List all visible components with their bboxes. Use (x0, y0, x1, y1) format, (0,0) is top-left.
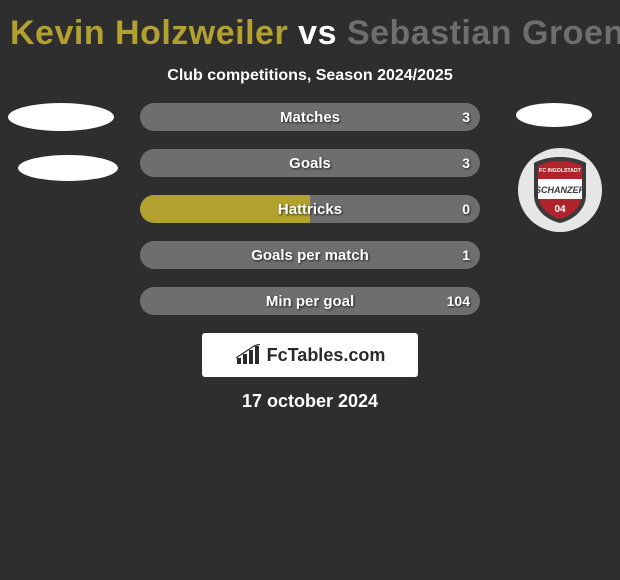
stat-row: Goals3 (140, 149, 480, 177)
logo-text: FcTables.com (267, 345, 386, 366)
player2-placeholder-oval (516, 103, 592, 127)
player2-name: Sebastian Groenning (347, 14, 620, 52)
svg-text:FC INGOLSTADT: FC INGOLSTADT (539, 168, 582, 174)
date-text: 17 october 2024 (0, 391, 620, 412)
stats-container: FC INGOLSTADT SCHANZER 04 Matches3Goals3… (0, 103, 620, 315)
stat-label: Min per goal (140, 287, 480, 315)
stat-value-right: 1 (462, 241, 470, 269)
stat-value-right: 0 (462, 195, 470, 223)
player1-placeholder-oval-1 (8, 103, 114, 131)
stat-row: Matches3 (140, 103, 480, 131)
player1-name: Kevin Holzweiler (10, 14, 288, 52)
fctables-logo: FcTables.com (202, 333, 418, 377)
stat-row: Goals per match1 (140, 241, 480, 269)
stat-label: Matches (140, 103, 480, 131)
stat-value-right: 3 (462, 103, 470, 131)
comparison-title: Kevin Holzweiler vs Sebastian Groenning (0, 0, 620, 55)
stat-label: Goals per match (140, 241, 480, 269)
stat-label: Goals (140, 149, 480, 177)
player1-placeholder-oval-2 (18, 155, 118, 181)
svg-text:04: 04 (554, 204, 566, 215)
svg-text:SCHANZER: SCHANZER (535, 185, 586, 195)
bar-chart-icon (235, 344, 261, 366)
club-shield-icon: FC INGOLSTADT SCHANZER 04 (529, 155, 591, 225)
stat-row: Min per goal104 (140, 287, 480, 315)
subtitle: Club competitions, Season 2024/2025 (0, 67, 620, 85)
stat-row: Hattricks0 (140, 195, 480, 223)
player2-club-badge: FC INGOLSTADT SCHANZER 04 (518, 148, 602, 232)
stat-label: Hattricks (140, 195, 480, 223)
stat-value-right: 3 (462, 149, 470, 177)
vs-text: vs (298, 14, 337, 52)
stat-value-right: 104 (447, 287, 470, 315)
